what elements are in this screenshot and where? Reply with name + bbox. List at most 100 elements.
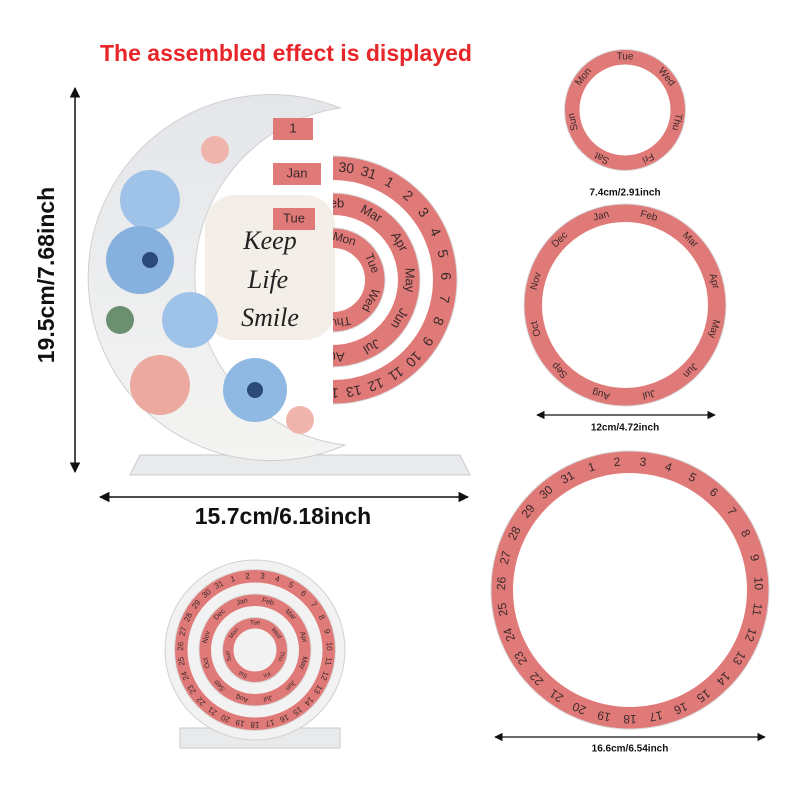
date-tab-label: 1 (289, 120, 296, 135)
ring-label: Feb (261, 597, 275, 607)
ring-label: 17 (264, 718, 275, 729)
ring-label: Nov (202, 630, 212, 644)
ring-label: Aug (321, 350, 344, 365)
ring-label: May (403, 268, 418, 293)
ring-label: 1 (229, 574, 236, 584)
ring (199, 594, 311, 706)
ring-label: May (706, 318, 722, 339)
height-label: 19.5cm/7.68inch (33, 187, 59, 363)
ring-label: Thu (669, 112, 684, 131)
ring-label: 26 (176, 641, 185, 651)
small-assembled-calendar: 1 2 3 4567891011121314151617181920212223242… (164, 559, 346, 749)
ring-label: 15 (299, 381, 318, 400)
ring-label: 8 (317, 613, 327, 621)
ring-label: Mon (228, 627, 240, 640)
ring-label: Jan (236, 597, 249, 607)
slogan-line: Life (247, 265, 288, 294)
ring-label: 25 (176, 656, 186, 667)
ring-label: 13 (345, 382, 363, 401)
ring-label: 16 (672, 699, 690, 717)
ring-edge (333, 192, 421, 368)
ring-label: Oct (202, 657, 212, 669)
ring-label: 31 (558, 468, 577, 487)
ring-edge (333, 227, 386, 333)
ring-label: 14 (323, 385, 339, 401)
ring-label: 7 (436, 294, 453, 305)
ring-label: 18 (623, 712, 637, 726)
ring-label: 19 (234, 717, 245, 728)
ring-label: 26 (494, 576, 509, 590)
ring-label: 31 (359, 162, 379, 182)
ring-label: 16 (278, 712, 290, 724)
ring-label: Jul (360, 336, 382, 357)
ring-label: Sat (238, 669, 249, 678)
ring-label: 9 (322, 628, 332, 635)
ring (524, 204, 726, 406)
ring-label: 11 (749, 602, 765, 617)
ring-label: 24 (179, 670, 191, 682)
ring-edge (198, 593, 312, 707)
ring-label: 30 (338, 159, 356, 177)
ring-label: 25 (495, 602, 511, 618)
ring-label: 4 (274, 574, 281, 584)
ring-label: 2 (245, 571, 251, 580)
ring-size-label: 12cm/4.72inch (591, 423, 659, 434)
ring-label: 2 (613, 455, 621, 470)
ring-label: Sun (566, 112, 581, 132)
ring-label: Fri (640, 150, 655, 165)
ring-label: 10 (751, 576, 766, 590)
stand-base (129, 454, 471, 476)
ring (174, 569, 336, 731)
ring-edge (333, 155, 458, 405)
ring-label: Thu (277, 650, 285, 661)
date-tab (273, 118, 313, 140)
ring-label: 27 (178, 625, 189, 636)
slogan-line: Keep (242, 226, 296, 255)
ring-label: 17 (648, 708, 664, 724)
ring-label: 4 (663, 459, 674, 474)
ring-label: Nov (529, 271, 544, 291)
ring-size-label: 16.6cm/6.54inch (592, 744, 669, 755)
ring-label: Apr (706, 272, 721, 291)
ring-label: Feb (639, 209, 659, 224)
ring-label: 19 (596, 708, 612, 724)
ring (222, 617, 288, 683)
ring-label: Fri (262, 670, 271, 678)
ring-edge (523, 203, 727, 407)
ring-label: Aug (591, 386, 611, 401)
ring-label: 28 (182, 611, 194, 623)
ring-edge (490, 450, 770, 730)
ring-label: Tue (250, 621, 261, 627)
ring-label: Aug (235, 693, 249, 703)
ring-label: Apr (298, 631, 308, 644)
ring (333, 156, 457, 404)
ring-label: 10 (325, 642, 334, 652)
ring-edge (564, 49, 686, 171)
ring-label: 11 (323, 656, 333, 666)
date-tab (273, 163, 321, 185)
ring-label: 28 (505, 524, 524, 542)
panel (164, 559, 346, 741)
ring (333, 228, 385, 332)
width-label: 15.7cm/6.18inch (195, 503, 371, 529)
date-tab-label: Tue (283, 210, 305, 225)
ring-label: Jul (262, 693, 273, 702)
ring-label: 27 (497, 549, 514, 566)
slogan-line: Smile (241, 303, 299, 332)
title: The assembled effect is displayed (100, 40, 472, 66)
ring-label: 12 (365, 375, 386, 396)
flowers (106, 136, 314, 434)
ring-label: 5 (434, 248, 451, 260)
ring-label: 5 (287, 580, 296, 590)
ring-label: 20 (219, 712, 231, 724)
ring-label: 12 (319, 670, 331, 682)
ring-edge (174, 569, 336, 731)
ring-label: Sun (225, 650, 233, 662)
ring (333, 193, 420, 367)
ring-label: 18 (250, 720, 259, 729)
ring-label: Feb (322, 195, 344, 210)
ring-label: 1 (586, 459, 597, 474)
